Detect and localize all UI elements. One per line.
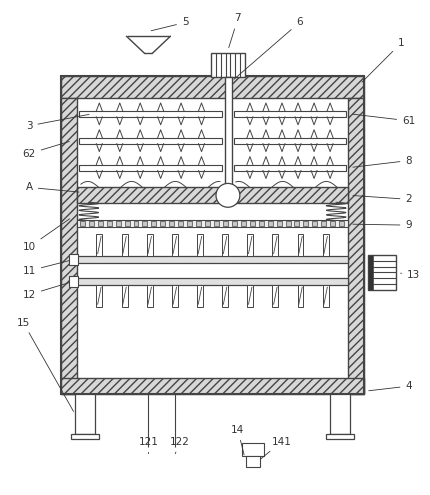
Bar	[247, 234, 253, 256]
Bar	[348, 98, 364, 394]
Text: 15: 15	[17, 317, 74, 411]
Text: 9: 9	[353, 220, 412, 230]
Bar	[330, 221, 335, 226]
Bar	[211, 53, 245, 77]
Bar	[77, 256, 348, 263]
Text: 61: 61	[353, 114, 415, 126]
Bar	[368, 255, 396, 290]
Text: 7: 7	[229, 13, 241, 48]
Text: 12: 12	[23, 283, 69, 299]
Bar	[247, 285, 253, 306]
Bar	[242, 443, 264, 455]
Bar	[107, 221, 112, 226]
Bar	[77, 278, 348, 285]
Bar	[225, 77, 232, 196]
Bar	[272, 234, 278, 256]
Bar	[286, 221, 291, 226]
Text: 14: 14	[231, 425, 245, 455]
Bar	[312, 221, 317, 226]
Bar	[246, 455, 260, 467]
Text: 8: 8	[353, 155, 412, 167]
Bar	[232, 221, 237, 226]
Bar	[122, 285, 128, 306]
Bar	[122, 234, 128, 256]
Bar	[98, 221, 103, 226]
Text: 13: 13	[401, 270, 421, 280]
Bar	[339, 221, 344, 226]
Bar	[75, 394, 95, 434]
Bar	[151, 221, 157, 226]
Bar	[79, 138, 222, 144]
Text: 2: 2	[353, 195, 412, 204]
Bar	[160, 221, 165, 226]
Bar	[234, 138, 346, 144]
Bar	[222, 234, 228, 256]
Bar	[234, 111, 346, 117]
Bar	[197, 234, 203, 256]
Bar	[295, 221, 299, 226]
Bar	[125, 221, 129, 226]
Text: 1: 1	[362, 38, 404, 82]
Bar	[77, 188, 348, 203]
Bar	[322, 285, 329, 306]
Bar	[172, 234, 178, 256]
Bar	[276, 221, 282, 226]
Text: 3: 3	[26, 114, 89, 131]
Bar	[172, 285, 178, 306]
Text: 5: 5	[151, 17, 188, 31]
Bar	[178, 221, 183, 226]
Bar	[89, 221, 94, 226]
Text: A: A	[26, 182, 79, 193]
Text: 121: 121	[138, 437, 158, 453]
Bar	[267, 221, 273, 226]
Bar	[134, 221, 138, 226]
Bar	[321, 221, 326, 226]
Bar	[116, 221, 120, 226]
Bar	[147, 285, 153, 306]
Bar	[205, 221, 210, 226]
Bar	[304, 221, 308, 226]
Text: 62: 62	[23, 142, 69, 158]
Bar	[214, 221, 219, 226]
Bar	[142, 221, 147, 226]
Bar	[241, 221, 246, 226]
Bar	[298, 234, 304, 256]
Text: 6: 6	[234, 17, 303, 79]
Bar	[368, 255, 373, 290]
Bar	[61, 98, 77, 394]
Text: 141: 141	[261, 437, 292, 459]
Bar	[61, 378, 364, 394]
Bar	[79, 111, 222, 117]
Bar	[69, 254, 78, 265]
Bar	[250, 221, 255, 226]
Bar	[61, 76, 364, 394]
Text: 122: 122	[170, 437, 190, 453]
Bar	[322, 234, 329, 256]
Bar	[61, 76, 364, 98]
Bar	[234, 164, 346, 170]
Bar	[326, 434, 354, 439]
Bar	[96, 285, 102, 306]
Bar	[223, 221, 228, 226]
Bar	[272, 285, 278, 306]
Bar	[196, 221, 201, 226]
Text: 4: 4	[369, 381, 412, 391]
Bar	[259, 221, 264, 226]
Text: 10: 10	[23, 219, 70, 252]
Bar	[187, 221, 192, 226]
Circle shape	[216, 184, 240, 207]
Bar	[330, 394, 350, 434]
Bar	[80, 221, 85, 226]
Bar	[71, 434, 99, 439]
Bar	[197, 285, 203, 306]
Bar	[298, 285, 304, 306]
Bar	[147, 234, 153, 256]
Bar	[79, 164, 222, 170]
Text: 11: 11	[23, 260, 69, 276]
Bar	[69, 276, 78, 287]
Bar	[77, 220, 348, 227]
Bar	[222, 285, 228, 306]
Bar	[96, 234, 102, 256]
Bar	[169, 221, 174, 226]
